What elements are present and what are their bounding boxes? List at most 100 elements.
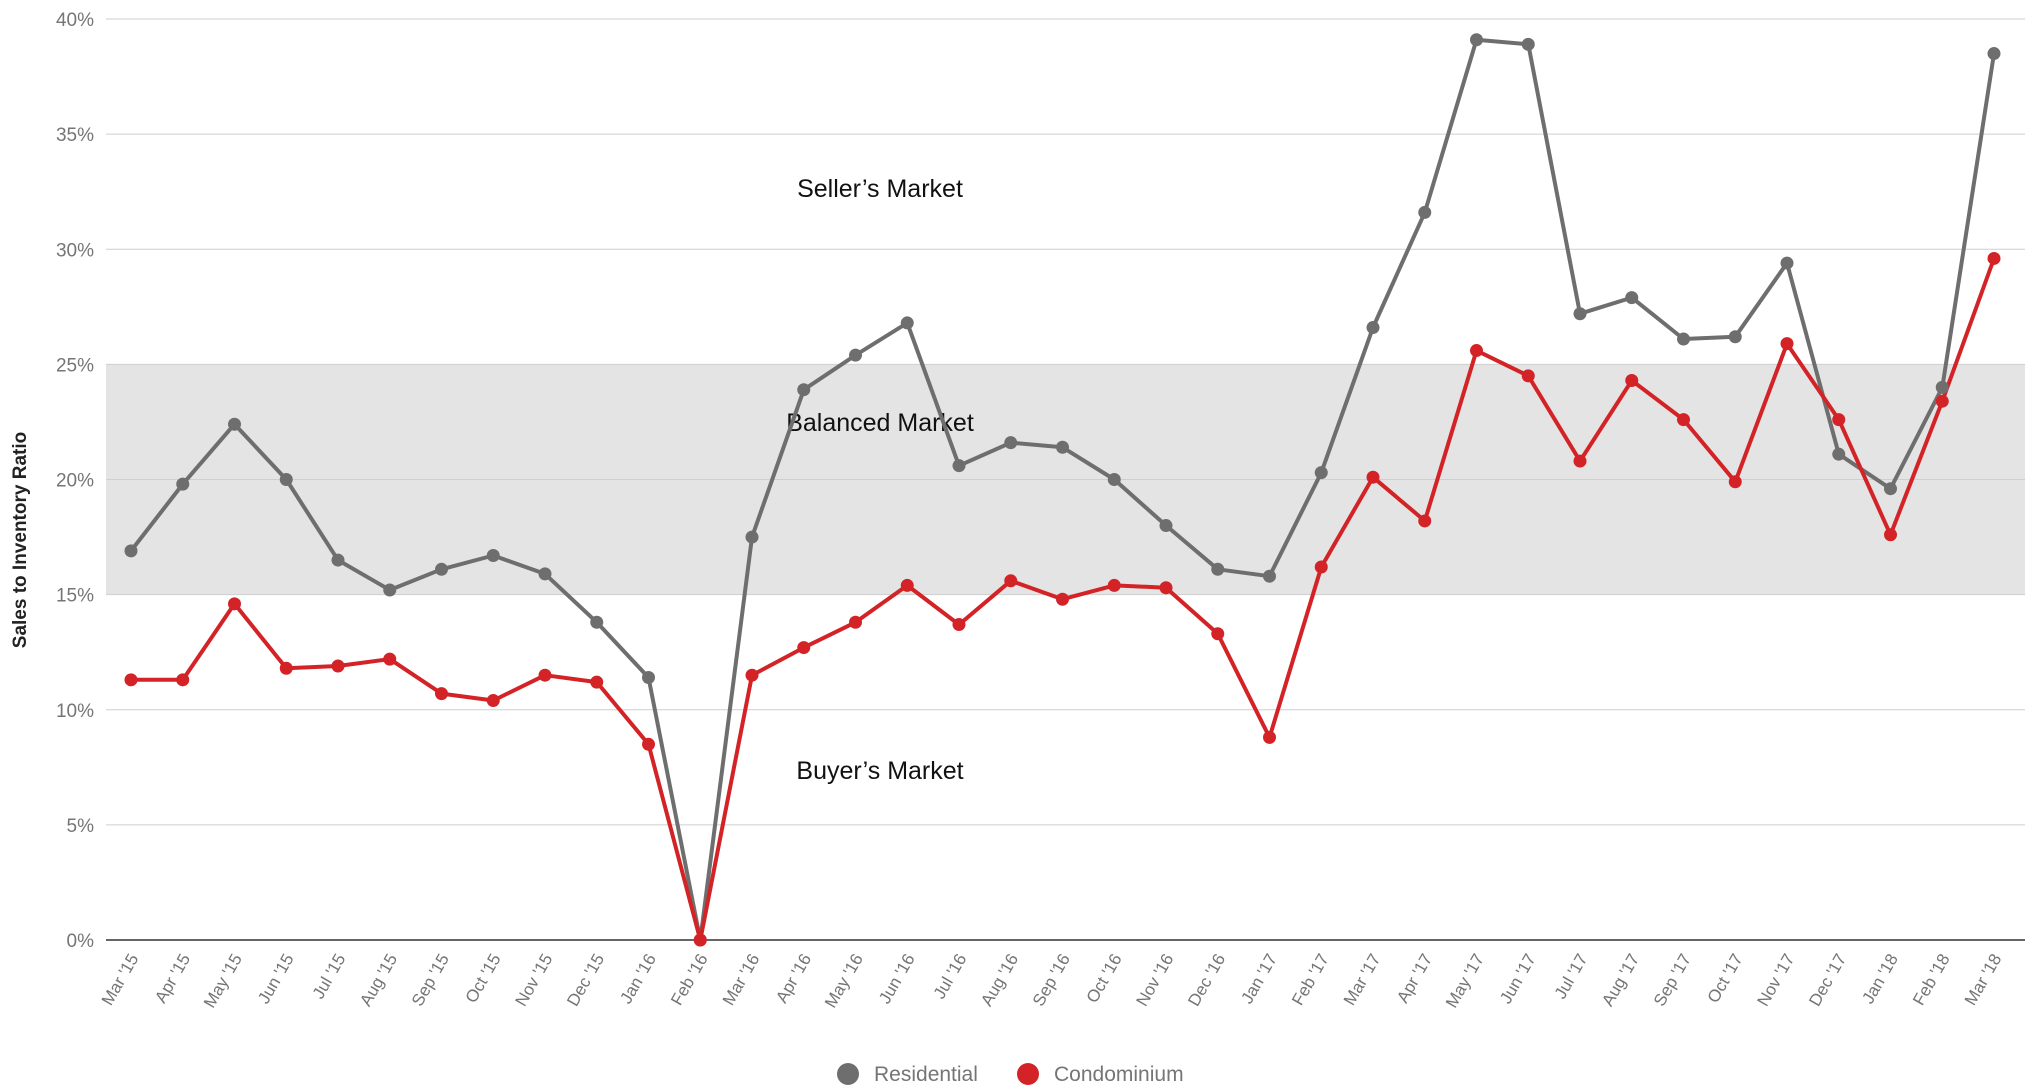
data-point-residential xyxy=(1677,332,1690,346)
data-point-residential xyxy=(849,348,862,362)
y-tick-label: 30% xyxy=(56,240,94,261)
data-point-residential xyxy=(383,583,397,597)
band-label-2: Buyer’s Market xyxy=(796,757,963,785)
x-tick-label: Mar '18 xyxy=(1961,951,2006,1009)
data-point-condominium xyxy=(1573,454,1587,468)
band-label-0: Seller’s Market xyxy=(797,175,963,203)
data-point-condominium xyxy=(1056,592,1069,606)
data-point-condominium xyxy=(1004,574,1018,588)
x-tick-label: Aug '16 xyxy=(977,951,1022,1010)
x-tick-label: Jul '16 xyxy=(930,951,971,1003)
x-tick-label: Sep '17 xyxy=(1650,951,1695,1010)
data-point-condominium xyxy=(538,668,552,682)
x-tick-label: Nov '15 xyxy=(511,951,556,1010)
data-point-condominium xyxy=(1159,581,1173,595)
data-point-residential xyxy=(538,567,552,581)
y-tick-label: 5% xyxy=(67,816,95,837)
data-point-condominium xyxy=(1314,560,1328,574)
legend-marker-condominium xyxy=(1017,1063,1039,1085)
y-tick-label: 0% xyxy=(67,931,95,952)
data-point-residential xyxy=(1314,466,1328,480)
data-point-residential xyxy=(1004,436,1018,450)
data-point-condominium xyxy=(1625,373,1639,387)
data-point-condominium xyxy=(331,659,345,673)
x-axis-ticks: Mar '15 Apr '15 May '15 Jun '15 Jul '15 Aug '… xyxy=(98,951,2006,1012)
x-tick-label: Apr '17 xyxy=(1393,951,1436,1007)
x-tick-label: Mar '16 xyxy=(719,951,764,1009)
data-point-condominium xyxy=(1366,470,1380,484)
data-point-condominium xyxy=(1832,413,1846,427)
x-tick-label: Aug '17 xyxy=(1598,951,1643,1010)
data-point-residential xyxy=(1418,205,1432,219)
x-tick-label: Dec '16 xyxy=(1184,951,1229,1010)
x-tick-label: Jan '16 xyxy=(616,951,660,1008)
x-tick-label: Sep '16 xyxy=(1029,951,1074,1010)
legend-label-residential: Residential xyxy=(874,1063,978,1086)
data-point-residential xyxy=(1780,256,1794,270)
data-point-condominium xyxy=(1521,369,1535,383)
x-tick-label: Oct '17 xyxy=(1704,951,1747,1007)
data-point-condominium xyxy=(693,933,707,947)
data-point-residential xyxy=(642,671,655,685)
y-tick-label: 20% xyxy=(56,471,94,492)
data-point-condominium xyxy=(1884,528,1897,542)
data-point-residential xyxy=(176,477,190,491)
x-tick-label: Dec '17 xyxy=(1805,951,1850,1010)
data-point-condominium xyxy=(849,615,862,629)
x-tick-label: Feb '16 xyxy=(667,951,712,1009)
x-tick-label: Dec '15 xyxy=(563,951,608,1010)
data-point-condominium xyxy=(1211,627,1225,641)
x-tick-label: Nov '16 xyxy=(1132,951,1177,1010)
data-point-residential xyxy=(1211,562,1225,576)
data-point-residential xyxy=(1521,37,1535,51)
data-point-residential xyxy=(1107,473,1121,486)
x-tick-label: Feb '17 xyxy=(1288,951,1333,1009)
x-tick-label: Oct '16 xyxy=(1083,951,1126,1007)
x-tick-label: Jun '16 xyxy=(875,951,919,1008)
data-point-residential xyxy=(1159,519,1173,533)
data-point-residential xyxy=(1625,291,1639,305)
data-point-residential xyxy=(952,459,966,473)
data-point-condominium xyxy=(1728,475,1742,489)
x-tick-label: Jan '18 xyxy=(1858,951,1902,1008)
data-point-condominium xyxy=(383,652,397,666)
data-point-condominium xyxy=(590,675,604,689)
data-point-condominium xyxy=(279,661,293,675)
y-tick-label: 40% xyxy=(56,10,94,31)
x-tick-label: Oct '15 xyxy=(462,951,505,1007)
data-point-condominium xyxy=(1935,394,1949,408)
data-point-residential xyxy=(1832,447,1846,461)
data-point-condominium xyxy=(1263,730,1276,744)
x-tick-label: Nov '17 xyxy=(1753,951,1798,1010)
x-tick-label: Sep '15 xyxy=(408,951,453,1010)
legend: Residential Condominium xyxy=(837,1063,1184,1086)
data-point-condominium xyxy=(124,673,138,687)
data-point-residential xyxy=(1263,569,1276,583)
data-point-condominium xyxy=(228,597,241,611)
data-point-residential xyxy=(590,615,604,629)
x-tick-label: Jul '15 xyxy=(309,951,350,1003)
data-point-residential xyxy=(1987,47,2001,61)
x-tick-label: Apr '16 xyxy=(772,951,815,1007)
data-point-condominium xyxy=(176,673,190,687)
gridlines xyxy=(106,18,2025,941)
data-point-residential xyxy=(1366,321,1380,335)
data-point-condominium xyxy=(1418,514,1432,528)
x-tick-label: Jun '17 xyxy=(1496,951,1540,1008)
data-point-condominium xyxy=(797,641,811,655)
x-tick-label: Feb '18 xyxy=(1909,951,1954,1009)
y-axis-ticks: 0% 5% 10% 15% 20% 25% 30% 35% 40% xyxy=(56,10,94,952)
x-tick-label: May '16 xyxy=(821,951,867,1012)
data-point-condominium xyxy=(1780,337,1794,351)
data-point-residential xyxy=(1470,33,1483,47)
data-point-residential xyxy=(228,417,241,431)
data-point-residential xyxy=(331,553,345,567)
x-tick-label: Aug '15 xyxy=(356,951,401,1010)
x-tick-label: Mar '15 xyxy=(98,951,143,1009)
data-point-residential xyxy=(435,562,448,576)
data-point-condominium xyxy=(1987,251,2001,265)
data-point-residential xyxy=(1935,380,1949,394)
y-tick-label: 25% xyxy=(56,355,94,376)
legend-label-condominium: Condominium xyxy=(1054,1063,1184,1086)
